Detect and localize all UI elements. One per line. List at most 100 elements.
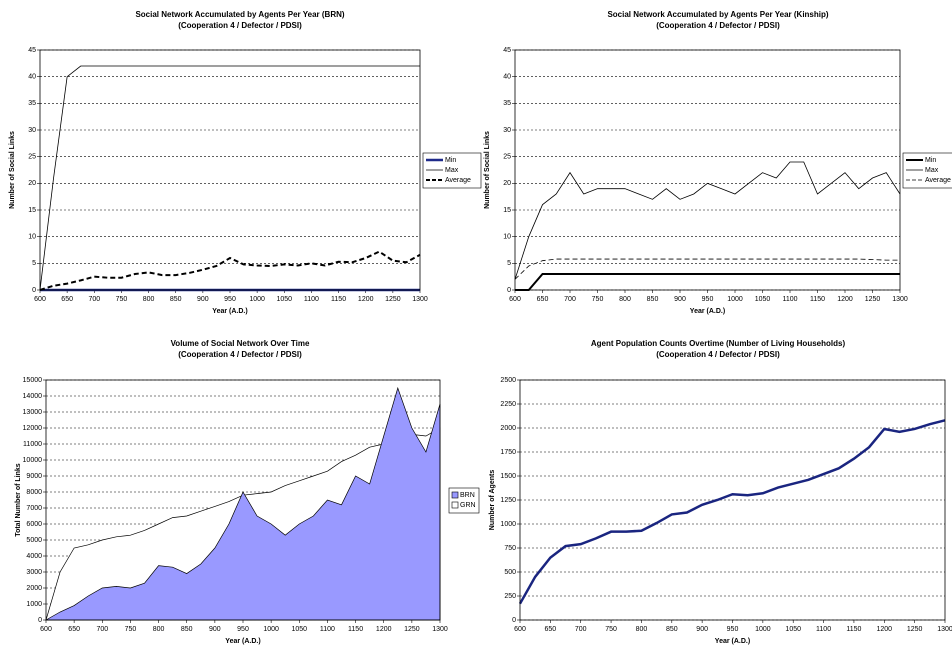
y-tick-label: 8000 [26,489,42,496]
legend-swatch [451,501,459,509]
x-axis-label: Year (A.D.) [690,308,725,315]
y-tick-label: 6000 [26,521,42,528]
chart-title: Social Network Accumulated by Agents Per… [135,10,344,19]
x-tick-label: 1250 [385,296,401,303]
area [44,386,441,621]
line [515,273,900,291]
x-tick-label: 650 [61,296,73,303]
x-tick-label: 1050 [276,296,292,303]
x-tick-label: 800 [143,296,155,303]
legend-label: BRN [460,492,475,499]
y-tick-label: 0 [507,287,511,294]
y-axis-label: Total Number of Links [15,463,22,536]
y-axis-label: Number of Social Links [9,131,16,209]
chart-subtitle: (Cooperation 4 / Defector / PDSI) [656,350,780,359]
y-tick-label: 9000 [26,473,42,480]
y-tick-label: 10000 [23,457,43,464]
x-axis-label: Year (A.D.) [715,638,750,645]
x-tick-label: 700 [564,296,576,303]
y-tick-label: 5 [32,260,36,267]
y-tick-label: 45 [503,47,511,54]
x-tick-label: 1000 [263,626,279,633]
y-tick-label: 11000 [23,441,42,448]
x-tick-label: 1150 [348,626,363,633]
x-tick-label: 1250 [865,296,881,303]
y-tick-label: 1750 [500,449,516,456]
x-tick-label: 1000 [727,296,743,303]
x-tick-label: 950 [224,296,236,303]
y-tick-label: 1000 [500,521,516,528]
y-tick-label: 25 [28,154,36,161]
x-tick-label: 600 [40,626,52,633]
x-tick-label: 750 [592,296,604,303]
x-tick-label: 950 [237,626,249,633]
y-tick-label: 1000 [26,601,42,608]
x-axis-label: Year (A.D.) [212,308,247,315]
legend-label: Min [925,157,936,164]
y-tick-label: 2000 [26,585,42,592]
y-tick-label: 10 [503,234,511,241]
y-tick-label: 5 [507,260,511,267]
y-tick-label: 5000 [26,537,42,544]
y-axis-label: Number of Agents [489,470,496,531]
y-tick-label: 250 [504,593,516,600]
x-tick-label: 1100 [304,296,319,303]
x-tick-label: 1050 [785,626,801,633]
legend-label: GRN [460,502,476,509]
x-tick-label: 850 [181,626,193,633]
x-tick-label: 1050 [291,626,307,633]
x-tick-label: 600 [509,296,521,303]
y-axis-label: Number of Social Links [484,131,491,209]
x-tick-label: 1150 [846,626,861,633]
x-tick-label: 750 [125,626,137,633]
y-tick-label: 40 [503,74,511,81]
x-tick-label: 800 [153,626,165,633]
y-tick-label: 45 [28,47,36,54]
x-tick-label: 750 [116,296,128,303]
y-tick-label: 500 [504,569,516,576]
chart-title: Social Network Accumulated by Agents Per… [607,10,828,19]
x-tick-label: 1200 [837,296,853,303]
x-tick-label: 850 [666,626,678,633]
y-tick-label: 40 [28,74,36,81]
x-tick-label: 1200 [876,626,892,633]
x-tick-label: 1100 [816,626,831,633]
y-tick-label: 3000 [26,569,42,576]
y-tick-label: 7000 [26,505,42,512]
legend-label: Average [925,177,951,184]
x-tick-label: 900 [209,626,221,633]
x-tick-label: 750 [605,626,617,633]
x-tick-label: 650 [68,626,80,633]
legend-label: Average [445,177,471,184]
x-tick-label: 1000 [249,296,265,303]
line [514,161,901,280]
x-axis-label: Year (A.D.) [225,638,260,645]
x-tick-label: 700 [88,296,100,303]
x-tick-label: 650 [537,296,549,303]
chart-subtitle: (Cooperation 4 / Defector / PDSI) [656,21,780,30]
legend-box [902,152,952,189]
y-tick-label: 30 [28,127,36,134]
y-tick-label: 13000 [23,409,43,416]
x-tick-label: 1100 [320,626,335,633]
x-tick-label: 800 [619,296,631,303]
x-tick-label: 1200 [376,626,392,633]
x-tick-label: 1300 [432,626,448,633]
x-tick-label: 900 [197,296,209,303]
y-tick-label: 15000 [23,377,43,384]
x-tick-label: 700 [96,626,108,633]
y-tick-label: 15 [28,207,36,214]
x-tick-label: 800 [636,626,648,633]
x-tick-label: 1100 [782,296,797,303]
line [39,250,421,291]
y-tick-label: 35 [503,100,511,107]
x-tick-label: 1300 [412,296,428,303]
x-tick-label: 900 [674,296,686,303]
chart-title: Agent Population Counts Overtime (Number… [591,339,846,348]
x-tick-label: 650 [545,626,557,633]
y-tick-label: 0 [38,617,42,624]
y-tick-label: 0 [512,617,516,624]
line [518,419,946,605]
y-tick-label: 20 [28,180,36,187]
